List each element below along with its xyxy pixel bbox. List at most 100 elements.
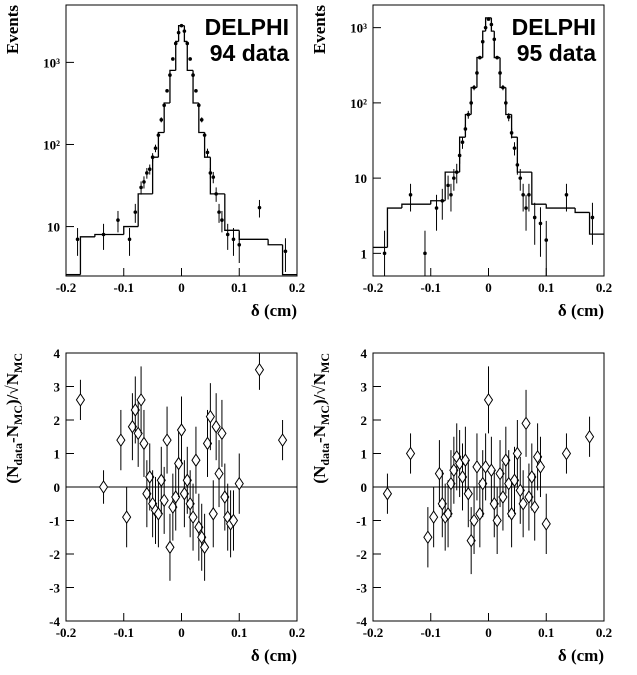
x-tick-label: -0.1	[420, 280, 441, 295]
data-point	[225, 232, 230, 237]
y-tick-label: 0	[54, 480, 61, 495]
data-point	[116, 433, 126, 448]
data-point	[532, 215, 537, 220]
data-point	[423, 530, 433, 545]
mc-histogram-bin	[574, 208, 590, 214]
data-point	[142, 180, 146, 184]
data-point	[440, 198, 445, 203]
mc-histogram-bin	[531, 172, 547, 205]
y-tick-label: 10³	[43, 55, 60, 70]
data-point	[136, 392, 146, 407]
y-tick-label: 10³	[350, 21, 367, 36]
data-point	[156, 133, 161, 137]
data-point	[515, 163, 520, 167]
data-point	[150, 155, 155, 159]
mc-histogram-bin	[545, 204, 576, 209]
mc-histogram-bin	[267, 239, 283, 246]
data-point	[257, 205, 262, 210]
data-point	[501, 85, 505, 90]
data-point	[159, 117, 164, 122]
y-tick-label: -3	[356, 581, 367, 596]
data-point	[197, 103, 201, 108]
mc-histogram-bin	[238, 230, 269, 240]
data-point	[162, 103, 166, 108]
data-point	[434, 206, 439, 210]
data-point	[217, 426, 227, 441]
data-point	[165, 89, 169, 93]
data-point	[217, 210, 221, 214]
data-point	[283, 249, 288, 254]
data-point	[162, 433, 172, 448]
data-point	[127, 237, 132, 242]
data-point	[188, 510, 198, 525]
y-tick-label: -3	[49, 581, 60, 596]
mc-histogram-bin	[203, 132, 211, 158]
data-point	[214, 192, 218, 196]
data-point	[382, 486, 393, 501]
mc-histogram-bin	[192, 70, 199, 104]
data-point	[590, 215, 595, 220]
y-tick-label: 10²	[43, 137, 60, 152]
data-point	[116, 218, 120, 222]
y-tick-label: 4	[54, 346, 61, 361]
y-tick-label: 4	[361, 346, 368, 361]
data-point	[122, 510, 132, 525]
data-point	[469, 101, 473, 105]
y-axis-label: (Ndata-NMC)/√NMC	[3, 353, 25, 484]
y-axis-label: Events	[3, 5, 22, 55]
data-point	[466, 112, 471, 117]
data-point	[509, 131, 514, 135]
data-point	[382, 251, 387, 256]
mc-histogram-bin	[588, 212, 604, 235]
mc-histogram-bin	[401, 203, 431, 209]
data-point	[544, 238, 549, 242]
y-tick-label: 3	[54, 380, 61, 395]
data-point	[469, 513, 479, 528]
mc-histogram-bin	[123, 225, 139, 235]
data-point	[408, 193, 413, 197]
y-axis-label-part: )/√N	[3, 372, 22, 405]
y-tick-label: -1	[356, 514, 367, 529]
data-point	[483, 392, 494, 407]
y-tick-label: 2	[54, 413, 61, 428]
data-point	[460, 453, 471, 468]
y-axis-label-part: MC	[318, 405, 332, 425]
mc-histogram-bin	[183, 25, 188, 43]
data-point	[541, 516, 551, 531]
y-tick-label: 1	[54, 447, 61, 462]
data-point	[191, 73, 195, 77]
data-point	[530, 500, 540, 515]
data-point	[165, 540, 175, 555]
x-tick-label: 0	[485, 625, 492, 640]
data-point	[237, 242, 242, 247]
data-point	[512, 146, 517, 150]
y-axis-label: (Ndata-NMC)/√NMC	[310, 353, 332, 484]
y-axis-label-part: (N	[310, 465, 329, 484]
x-axis-label: δ (cm)	[558, 646, 604, 665]
data-point	[75, 392, 86, 407]
annotation: 94 data	[210, 40, 289, 66]
data-point	[489, 22, 494, 27]
data-point	[486, 463, 496, 478]
data-point	[446, 183, 450, 188]
data-point	[98, 480, 109, 494]
data-point	[191, 453, 201, 468]
x-tick-label: 0	[178, 625, 185, 640]
data-point	[452, 176, 456, 180]
mc-histogram-bin	[470, 86, 477, 115]
y-tick-label: 2	[361, 413, 368, 428]
data-point	[185, 41, 190, 46]
mc-histogram-bin	[493, 31, 501, 59]
mc-histogram-bin	[224, 193, 240, 231]
data-point	[101, 232, 106, 237]
mc-histogram-bin	[490, 17, 495, 32]
panel: -0.2 -0.1 0 0.1 0.2 1 10 10² 10³ δ (cm) Events DELP…	[310, 4, 612, 320]
data-point	[179, 23, 184, 28]
panel: -0.2 -0.1 0 0.1 0.2 10 10² 10³ δ (cm) Events DELPH…	[3, 4, 305, 320]
data-point	[199, 117, 204, 122]
x-tick-label: -0.2	[56, 280, 77, 295]
data-point	[449, 193, 453, 197]
data-point	[512, 446, 522, 461]
annotation: 95 data	[517, 40, 596, 66]
